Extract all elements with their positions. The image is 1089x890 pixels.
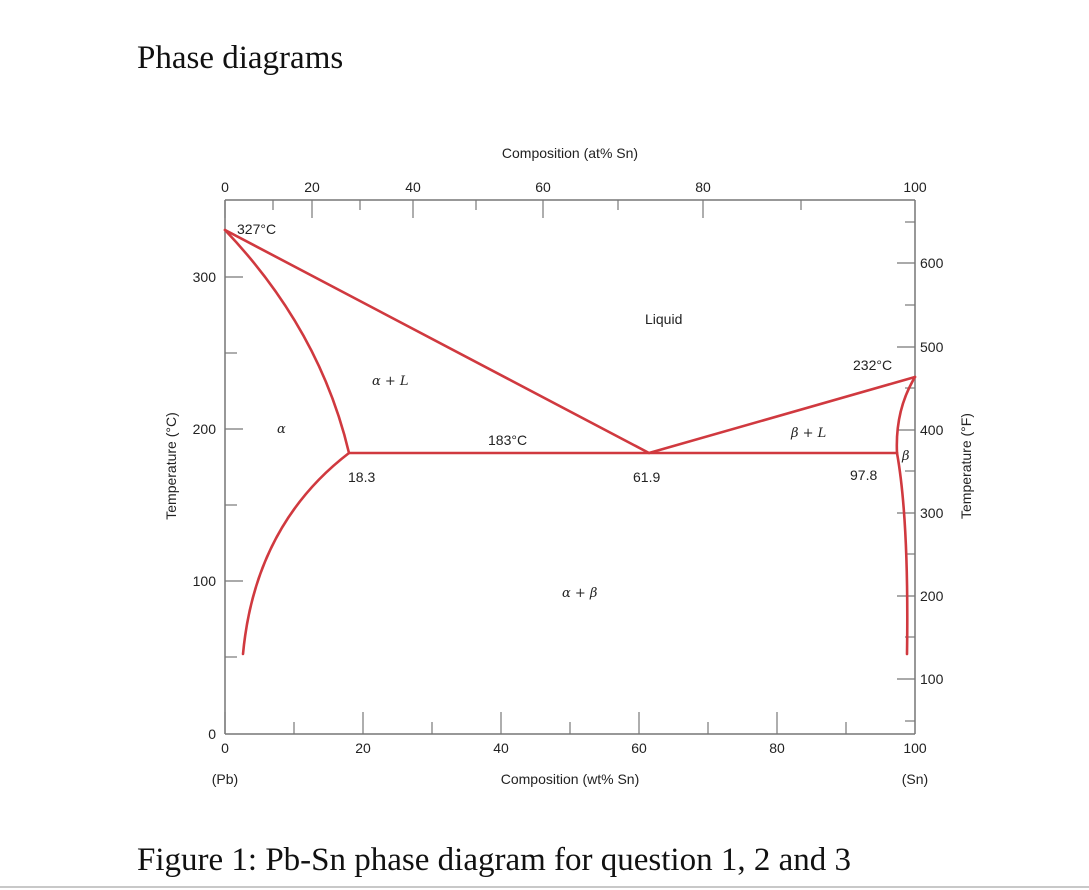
left-axis-ticks [225,276,243,658]
bottom-tick-label: 0 [221,740,229,756]
page-title: Phase diagrams [137,40,344,76]
phase-boundaries [223,228,917,656]
right-tick-label: 300 [920,505,944,521]
right-tick-label: 200 [920,588,944,604]
top-tick-label: 0 [221,179,229,195]
bottom-divider [0,886,1089,888]
beta-region-label: β [901,449,910,464]
right-tick-label: 500 [920,339,944,355]
liquid-region-label: Liquid [645,311,682,327]
left-tick-label: 300 [193,269,217,285]
right-axis-title: Temperature (°F) [958,413,974,519]
right-tick-labels: 100 200 300 400 500 600 [920,255,944,687]
top-tick-label: 40 [405,179,421,195]
bottom-tick-label: 60 [631,740,647,756]
beta-solvus-line [895,451,909,656]
left-tick-labels: 0 100 200 300 [193,269,217,742]
left-axis-title: Temperature (°C) [163,412,179,520]
right-tick-label: 100 [920,671,944,687]
left-tick-label: 0 [208,726,216,742]
top-tick-labels: 0 20 40 60 80 100 [221,179,927,195]
pb-melting-label: 327°C [237,221,276,237]
bottom-tick-label: 80 [769,740,785,756]
right-tick-label: 400 [920,422,944,438]
top-tick-label: 20 [304,179,320,195]
sn-melting-label: 232°C [853,357,892,373]
left-tick-label: 100 [193,573,217,589]
sn-end-label: (Sn) [902,771,928,787]
right-tick-label: 600 [920,255,944,271]
alpha-solidus-line [223,228,351,455]
top-tick-label: 100 [903,179,927,195]
bottom-tick-labels: 0 20 40 60 80 100 [221,740,927,756]
liquidus-line [223,228,917,455]
bottom-tick-label: 20 [355,740,371,756]
alpha-plus-liquid-label: α + L [372,374,409,389]
bottom-axis-ticks [224,712,847,734]
beta-solidus-line [895,375,917,455]
eutectic-comp-label: 61.9 [633,469,660,485]
beta-plus-liquid-label: β + L [790,426,826,441]
bottom-tick-label: 100 [903,740,927,756]
alpha-solvus-label: 18.3 [348,469,375,485]
figure-caption: Figure 1: Pb-Sn phase diagram for questi… [137,842,851,878]
alpha-region-label: α [277,422,286,437]
top-axis-title: Composition (at% Sn) [502,145,638,161]
bottom-axis-title: Composition (wt% Sn) [501,771,640,787]
beta-solvus-label: 97.8 [850,467,877,483]
alpha-plus-beta-label: α + β [562,586,597,601]
bottom-tick-label: 40 [493,740,509,756]
eutectic-temp-label: 183°C [488,432,527,448]
top-tick-label: 60 [535,179,551,195]
pb-end-label: (Pb) [212,771,238,787]
top-tick-label: 80 [695,179,711,195]
top-axis-ticks [224,200,802,218]
alpha-solvus-line [241,451,351,656]
left-tick-label: 200 [193,421,217,437]
